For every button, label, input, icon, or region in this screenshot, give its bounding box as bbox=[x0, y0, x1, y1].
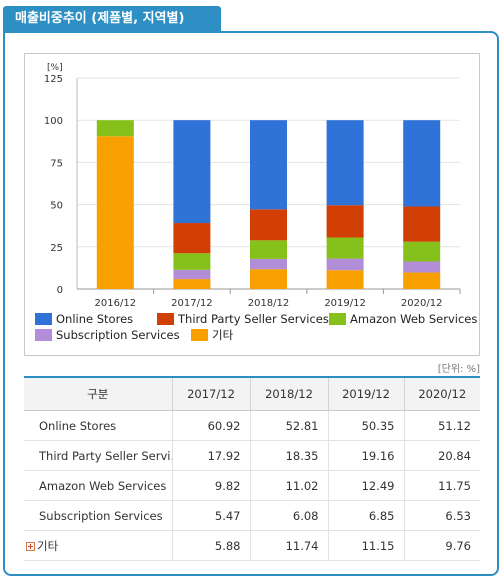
legend-item: Third Party Seller Services bbox=[157, 312, 329, 326]
cell-value: 52.81 bbox=[249, 410, 328, 441]
bar-segment bbox=[326, 120, 364, 206]
x-tick-label: 2020/12 bbox=[401, 298, 443, 309]
y-tick-label: 50 bbox=[50, 201, 63, 212]
cell-value: 18.35 bbox=[249, 440, 328, 471]
y-tick-label: 0 bbox=[57, 285, 63, 296]
cell-value: 6.08 bbox=[249, 500, 328, 531]
cell-value: 11.15 bbox=[327, 530, 404, 561]
table-row: Third Party Seller Servi... 17.92 18.35 … bbox=[24, 440, 480, 471]
legend-label: Amazon Web Services bbox=[350, 312, 478, 326]
legend-label: Online Stores bbox=[56, 312, 134, 326]
cell-value: 19.16 bbox=[327, 440, 404, 471]
legend-label: Subscription Services bbox=[56, 328, 180, 342]
header-year: 2018/12 bbox=[249, 376, 328, 411]
x-tick-label: 2016/12 bbox=[95, 298, 137, 309]
legend-swatch bbox=[35, 313, 52, 325]
cell-value: 6.85 bbox=[327, 500, 404, 531]
row-label: Online Stores bbox=[24, 410, 172, 441]
cell-value: 6.53 bbox=[403, 500, 480, 531]
cell-value: 5.47 bbox=[171, 500, 250, 531]
cell-value: 9.76 bbox=[403, 530, 480, 561]
bar-segment bbox=[403, 272, 441, 289]
cell-value: 20.84 bbox=[403, 440, 480, 471]
table-header-row: 구분 2017/12 2018/12 2019/12 2020/12 bbox=[24, 376, 480, 411]
row-label: Amazon Web Services bbox=[24, 470, 172, 501]
bar-segment bbox=[96, 120, 134, 137]
row-label: 기타 bbox=[24, 530, 172, 561]
chart-container: 0 25 50 75 100 125 [%] 2016/12 2017/12 2018/12 201… bbox=[24, 53, 480, 356]
legend-swatch bbox=[329, 313, 346, 325]
header-year: 2017/12 bbox=[171, 376, 250, 411]
cell-value: 17.92 bbox=[171, 440, 250, 471]
bar-segment bbox=[326, 205, 364, 238]
cell-value: 12.49 bbox=[327, 470, 404, 501]
cell-value: 50.35 bbox=[327, 410, 404, 441]
bar-segment bbox=[173, 279, 211, 289]
bar-segment bbox=[250, 240, 287, 259]
bar-segment bbox=[250, 269, 287, 289]
legend-label: 기타 bbox=[212, 328, 234, 342]
legend-swatch bbox=[35, 329, 52, 341]
expand-plus-icon[interactable] bbox=[26, 541, 35, 551]
y-tick-label: 75 bbox=[50, 158, 63, 169]
legend-item: Amazon Web Services bbox=[329, 312, 477, 326]
bar-segment bbox=[173, 223, 211, 254]
x-tick-label: 2018/12 bbox=[248, 298, 290, 309]
y-axis-unit: [%] bbox=[47, 63, 63, 73]
bar-segment bbox=[96, 136, 134, 289]
legend-label: Third Party Seller Services bbox=[178, 312, 329, 326]
legend-item: Online Stores bbox=[35, 312, 133, 326]
table-row: 기타 5.88 11.74 11.15 9.76 bbox=[24, 530, 480, 561]
legend-swatch bbox=[191, 329, 208, 341]
bar-segment bbox=[250, 209, 287, 241]
unit-label: [단위: %] bbox=[437, 364, 480, 375]
bar-segment bbox=[403, 206, 441, 242]
bar-segment bbox=[173, 253, 211, 270]
cell-value: 51.12 bbox=[403, 410, 480, 441]
y-tick-label: 100 bbox=[44, 116, 63, 127]
cell-value: 60.92 bbox=[171, 410, 250, 441]
cell-value: 11.74 bbox=[249, 530, 328, 561]
legend-item: Subscription Services bbox=[35, 328, 180, 342]
x-tick-label: 2017/12 bbox=[171, 298, 213, 309]
data-table: 구분 2017/12 2018/12 2019/12 2020/12 Onlin… bbox=[24, 376, 480, 561]
bar-segment bbox=[403, 120, 441, 207]
table-row: Amazon Web Services 9.82 11.02 12.49 11.… bbox=[24, 470, 480, 501]
bar-segment bbox=[326, 258, 364, 271]
header-category: 구분 bbox=[24, 376, 172, 411]
bar-segment bbox=[403, 241, 441, 262]
bar-segment bbox=[173, 269, 211, 280]
y-tick-label: 25 bbox=[50, 243, 63, 254]
section-tab[interactable]: 매출비중추이 (제품별, 지역별) bbox=[3, 6, 221, 32]
row-label-text: 기타 bbox=[37, 538, 59, 553]
stacked-bar-chart: 0 25 50 75 100 125[%] 2016/12 2017/12 2018/12 201… bbox=[44, 63, 461, 309]
row-label: Third Party Seller Servi... bbox=[24, 440, 172, 471]
header-year: 2019/12 bbox=[327, 376, 404, 411]
cell-value: 11.75 bbox=[403, 470, 480, 501]
cell-value: 11.02 bbox=[249, 470, 328, 501]
table-row: Online Stores 60.92 52.81 50.35 51.12 bbox=[24, 410, 480, 441]
x-tick-label: 2019/12 bbox=[324, 298, 366, 309]
row-label: Subscription Services bbox=[24, 500, 172, 531]
bar-segment bbox=[250, 120, 287, 210]
y-tick-label: 125 bbox=[44, 74, 63, 85]
cell-value: 5.88 bbox=[171, 530, 250, 561]
cell-value: 9.82 bbox=[171, 470, 250, 501]
bar-segment bbox=[173, 120, 211, 224]
table-row: Subscription Services 5.47 6.08 6.85 6.5… bbox=[24, 500, 480, 531]
bar-segment bbox=[326, 270, 364, 289]
bar-segment bbox=[403, 261, 441, 273]
header-year: 2020/12 bbox=[403, 376, 480, 411]
bar-segment bbox=[326, 237, 364, 259]
legend-item: 기타 bbox=[191, 328, 233, 342]
legend-swatch bbox=[157, 313, 174, 325]
bar-segment bbox=[250, 258, 287, 270]
